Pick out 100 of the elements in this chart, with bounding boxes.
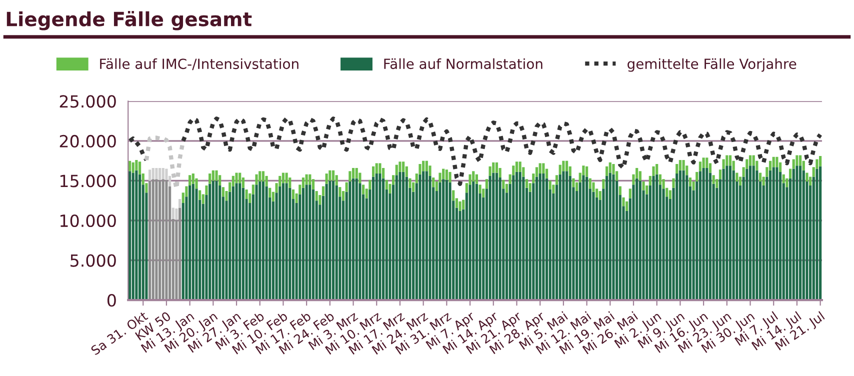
bar (398, 162, 402, 172)
bar (538, 163, 542, 174)
bar (788, 168, 792, 178)
bar (245, 189, 248, 200)
bar (235, 172, 238, 184)
bar (282, 183, 285, 300)
bar (796, 155, 798, 166)
bar (188, 185, 192, 300)
bar (608, 172, 612, 300)
bar (305, 174, 308, 185)
bar (308, 184, 312, 300)
bar (422, 160, 425, 172)
bar (155, 179, 158, 300)
bar (746, 168, 748, 300)
bar (806, 172, 808, 182)
bar (372, 176, 375, 300)
bar (809, 176, 812, 186)
bar (165, 180, 168, 300)
bar (268, 188, 272, 198)
bar (798, 166, 802, 300)
bar (816, 168, 818, 300)
bar (762, 176, 765, 186)
bar (238, 183, 242, 300)
bar (736, 172, 738, 182)
bar (656, 164, 658, 174)
bar (696, 172, 698, 182)
bar (648, 176, 652, 186)
bar (706, 168, 708, 300)
bar (338, 187, 342, 197)
bar (692, 182, 695, 190)
bar (378, 174, 382, 300)
bar (512, 175, 515, 300)
bar (492, 172, 495, 300)
bar (626, 201, 628, 211)
bar (678, 170, 682, 300)
bar (348, 171, 352, 182)
bar (258, 182, 262, 300)
bar (646, 185, 648, 194)
bar (448, 172, 452, 182)
bar (492, 162, 495, 173)
bar (395, 164, 398, 176)
bar (315, 191, 318, 201)
bar (652, 176, 655, 300)
bar (398, 172, 402, 300)
bar (628, 188, 632, 198)
bar (372, 166, 375, 177)
bar (402, 172, 405, 300)
bar (748, 155, 752, 166)
bar (786, 178, 788, 188)
bar (212, 180, 214, 300)
bar (588, 178, 592, 189)
bar (819, 156, 822, 166)
bar (796, 166, 798, 300)
bar (472, 171, 475, 182)
bar (819, 166, 822, 300)
bar (445, 170, 448, 180)
bar (375, 163, 378, 174)
bar (135, 160, 138, 170)
bar (475, 184, 478, 300)
bar (395, 175, 398, 300)
bar (462, 200, 465, 210)
bar (638, 180, 642, 300)
bar (618, 186, 622, 196)
bar (222, 187, 224, 197)
bar (348, 182, 352, 300)
bar (128, 171, 132, 300)
bar (792, 168, 795, 300)
bar (478, 184, 482, 194)
bar (525, 179, 528, 188)
bar (148, 170, 152, 181)
bar (155, 168, 158, 180)
bar (565, 171, 568, 300)
bar (215, 180, 218, 300)
bar (458, 201, 462, 211)
bar (208, 184, 212, 300)
bar (375, 174, 378, 300)
bar (458, 210, 462, 300)
bar (325, 174, 328, 184)
bar (212, 170, 214, 181)
bar (658, 174, 662, 185)
bar (702, 158, 705, 168)
bar (682, 170, 685, 300)
bar (418, 174, 422, 300)
bar (612, 174, 615, 300)
bar (716, 179, 718, 188)
legend-label: Fälle auf IMC-/Intensivstation (100, 58, 298, 70)
bar (438, 182, 442, 300)
bar (192, 184, 194, 300)
bar (305, 184, 308, 300)
y-tick-label: 5.000 (70, 254, 116, 267)
bar (445, 180, 448, 300)
bar (585, 166, 588, 177)
bar (672, 178, 675, 188)
bar (135, 170, 138, 300)
bar (582, 175, 585, 300)
legend-label: gemittelte Fälle Vorjahre (628, 58, 796, 72)
bar (178, 208, 182, 300)
bar (325, 184, 328, 300)
bar (158, 168, 162, 180)
bar (138, 174, 142, 300)
